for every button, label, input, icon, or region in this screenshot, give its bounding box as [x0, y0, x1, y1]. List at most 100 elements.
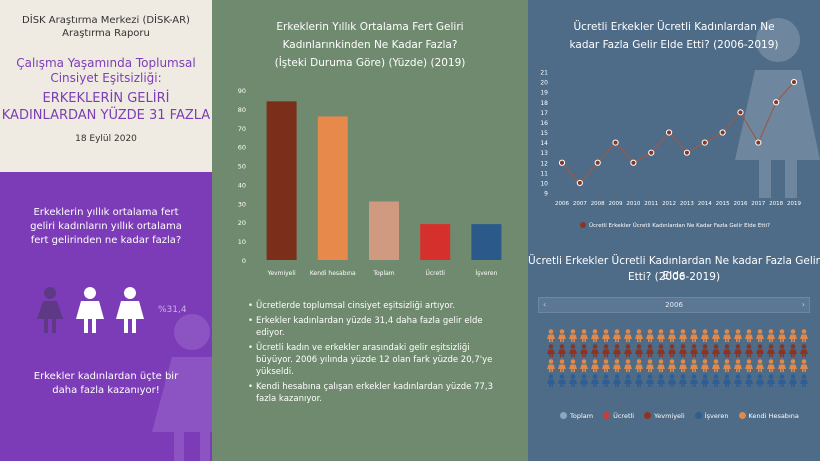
- person-body-icon: [635, 349, 643, 354]
- person-leg-icon: [758, 339, 760, 342]
- person-leg-icon: [736, 369, 738, 372]
- figure-light-icon: [76, 287, 144, 333]
- person-leg-icon: [714, 354, 716, 357]
- person-leg-icon: [736, 339, 738, 342]
- person-leg-icon: [802, 339, 804, 342]
- person-icon: [569, 329, 577, 342]
- person-body-icon: [679, 334, 687, 339]
- person-body-icon: [591, 334, 599, 339]
- person-body-icon: [558, 379, 566, 384]
- person-leg-icon: [771, 384, 773, 387]
- person-leg-icon: [661, 384, 663, 387]
- person-icon: [756, 374, 764, 387]
- person-head-icon: [559, 359, 565, 364]
- person-icon: [767, 344, 775, 357]
- data-point: [755, 139, 762, 146]
- person-body-icon: [789, 379, 797, 384]
- person-leg-icon: [606, 369, 608, 372]
- x-tick-label: 2010: [626, 201, 640, 207]
- person-leg-icon: [802, 369, 804, 372]
- person-body-icon: [690, 364, 698, 369]
- person-body-icon: [745, 379, 753, 384]
- person-leg-icon: [562, 339, 564, 342]
- person-icon: [679, 359, 687, 372]
- person-leg-icon: [617, 369, 619, 372]
- chevron-left-icon[interactable]: ‹: [543, 300, 547, 309]
- right-panel: Ücretli Erkekler Ücretli Kadınlardan Ne …: [528, 0, 820, 461]
- person-leg-icon: [593, 384, 595, 387]
- person-leg-icon: [584, 369, 586, 372]
- person-body-icon: [646, 334, 654, 339]
- person-body-icon: [745, 349, 753, 354]
- person-leg-icon: [716, 339, 718, 342]
- person-icon: [613, 374, 621, 387]
- person-leg-icon: [683, 339, 685, 342]
- person-icon: [690, 329, 698, 342]
- y-tick-label: 40: [238, 181, 246, 189]
- person-icon: [712, 329, 720, 342]
- person-leg-icon: [780, 339, 782, 342]
- person-body-icon: [635, 334, 643, 339]
- year-selector[interactable]: ‹ 2006 ›: [538, 297, 810, 313]
- person-icon: [624, 344, 632, 357]
- figure-chart-title-line-1: Ücretli Erkekler Ücretli Kadınlardan Ne …: [528, 255, 820, 282]
- person-leg-icon: [694, 384, 696, 387]
- person-leg-icon: [615, 354, 617, 357]
- person-head-icon: [724, 344, 730, 349]
- x-tick-label: İşveren: [475, 270, 497, 277]
- person-leg-icon: [661, 339, 663, 342]
- person-icon: [723, 359, 731, 372]
- person-body-icon: [613, 379, 621, 384]
- person-icon: [547, 359, 555, 372]
- person-leg-icon: [760, 354, 762, 357]
- person-icon: [767, 359, 775, 372]
- person-icon: [701, 344, 709, 357]
- y-tick-label: 20: [540, 80, 548, 87]
- highlight-percent: %31,4: [158, 305, 187, 315]
- person-body-icon: [800, 334, 808, 339]
- person-body-icon: [602, 379, 610, 384]
- person-leg-icon: [782, 369, 784, 372]
- person-leg-icon: [549, 384, 551, 387]
- person-head-icon: [625, 344, 631, 349]
- person-icon: [734, 374, 742, 387]
- person-icon: [591, 344, 599, 357]
- person-head-icon: [570, 344, 576, 349]
- person-leg-icon: [661, 369, 663, 372]
- person-head-icon: [570, 329, 576, 334]
- person-leg-icon: [681, 384, 683, 387]
- person-leg-icon: [595, 339, 597, 342]
- person-head-icon: [548, 329, 554, 334]
- person-body-icon: [668, 364, 676, 369]
- key-findings-list: Ücretlerde toplumsal cinsiyet eşitsizliğ…: [248, 300, 498, 408]
- person-leg-icon: [760, 339, 762, 342]
- person-leg-icon: [637, 384, 639, 387]
- person-leg-icon: [692, 384, 694, 387]
- person-leg-icon: [551, 339, 553, 342]
- person-icon: [712, 344, 720, 357]
- person-body-icon: [778, 349, 786, 354]
- person-leg-icon: [725, 354, 727, 357]
- y-tick-label: 21: [540, 70, 548, 77]
- person-head-icon: [724, 329, 730, 334]
- person-head-icon: [581, 374, 587, 379]
- person-leg-icon: [793, 354, 795, 357]
- person-icon: [635, 374, 643, 387]
- background-woman-icon: [735, 18, 820, 198]
- person-icon: [800, 344, 808, 357]
- person-body-icon: [745, 364, 753, 369]
- person-head-icon: [691, 359, 697, 364]
- data-point: [790, 78, 798, 86]
- data-point: [630, 159, 637, 166]
- person-leg-icon: [791, 369, 793, 372]
- person-body-icon: [734, 334, 742, 339]
- chevron-right-icon[interactable]: ›: [801, 300, 805, 309]
- person-icon: [767, 329, 775, 342]
- person-leg-icon: [670, 369, 672, 372]
- person-icon: [800, 374, 808, 387]
- person-leg-icon: [562, 369, 564, 372]
- person-head-icon: [614, 359, 620, 364]
- person-body-icon: [690, 379, 698, 384]
- person-leg-icon: [727, 354, 729, 357]
- person-leg-icon: [593, 354, 595, 357]
